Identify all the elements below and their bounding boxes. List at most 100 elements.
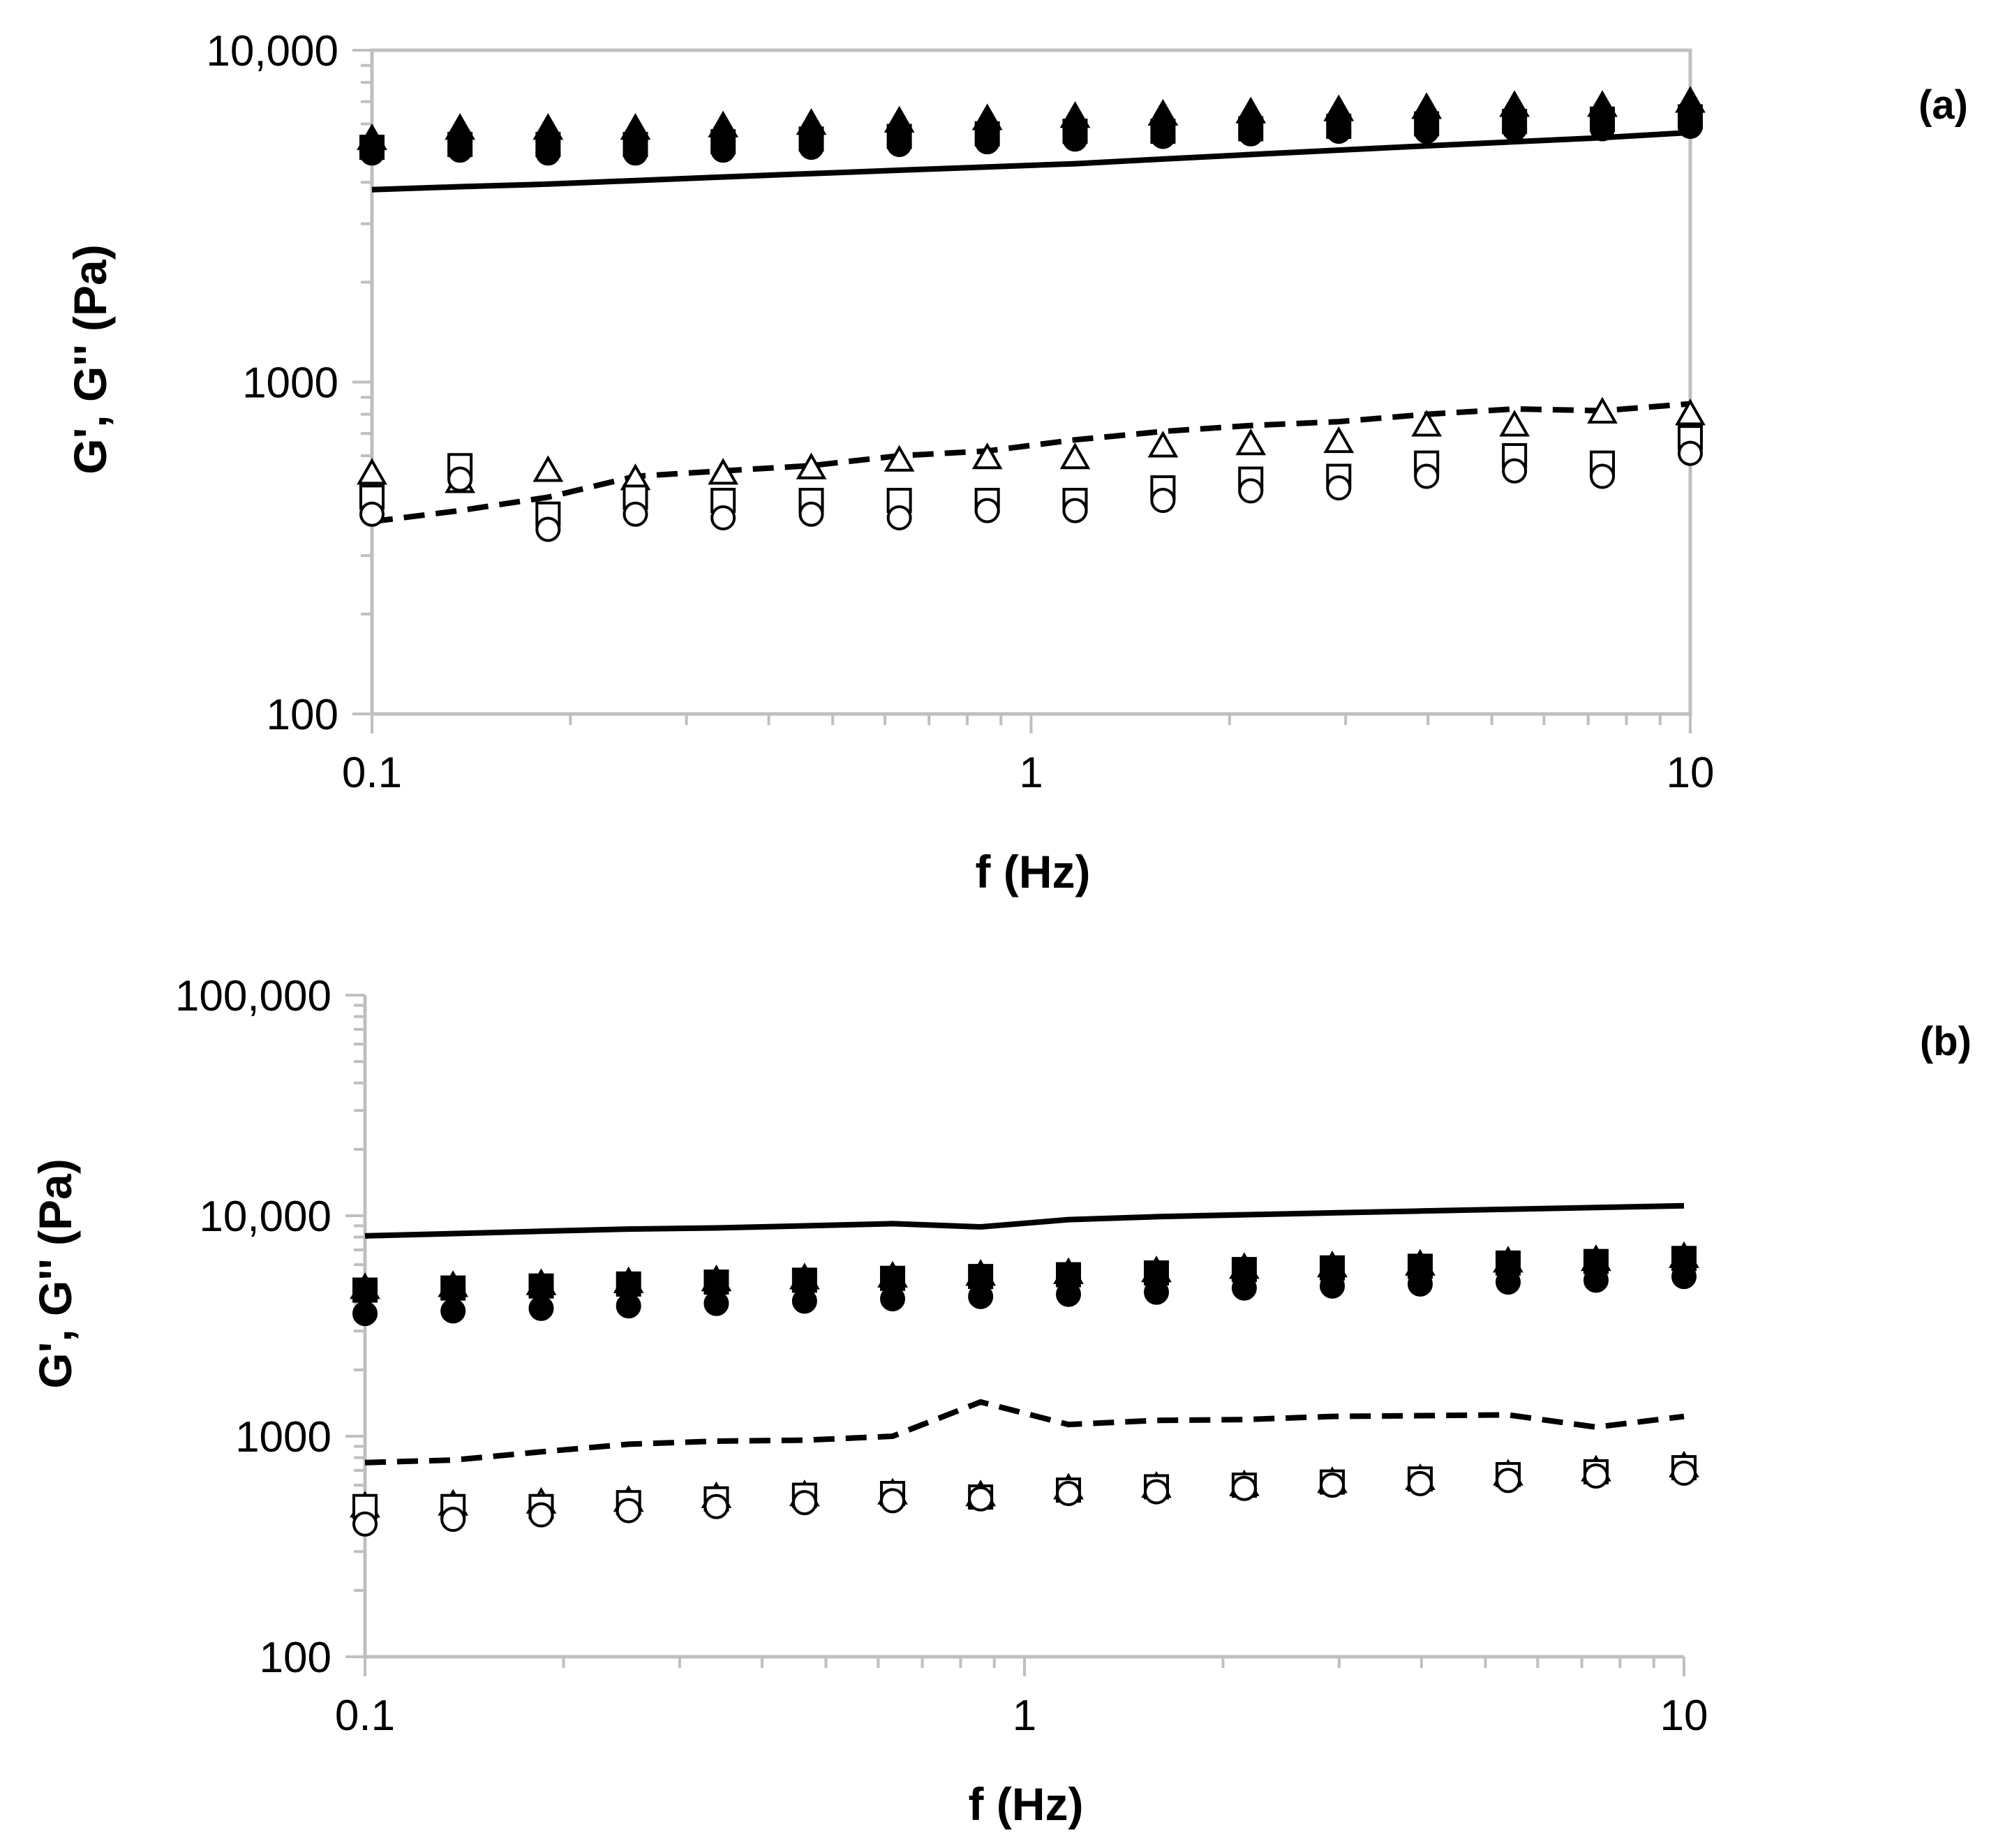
open-triangle-point — [1499, 410, 1530, 437]
panel-a-markers — [357, 86, 1706, 542]
filled-circle-point — [974, 129, 1000, 155]
panel-b-label: (b) — [1920, 1019, 1972, 1064]
filled-square-point — [528, 1273, 554, 1299]
open-circle-point — [1144, 1479, 1170, 1505]
filled-circle-point — [623, 140, 648, 166]
x-tick-label: 1 — [1019, 749, 1043, 797]
filled-circle-point — [447, 137, 473, 163]
filled-circle-point — [791, 1288, 817, 1314]
open-circle-point — [880, 1488, 906, 1514]
y-tick-label: 10,000 — [206, 27, 338, 75]
x-tick-label: 10 — [1660, 1692, 1708, 1740]
open-triangle-point — [1235, 429, 1267, 456]
filled-circle-point — [1238, 121, 1264, 147]
x-tick-label: 0.1 — [342, 749, 402, 797]
filled-circle-point — [798, 135, 824, 161]
open-circle-point — [1231, 1475, 1257, 1501]
solid-line-series — [371, 129, 1691, 193]
open-circle-point — [1238, 478, 1264, 504]
filled-circle-point — [703, 1290, 729, 1316]
open-circle-point — [886, 505, 912, 530]
open-circle-point — [1414, 463, 1440, 489]
open-triangle-point — [1411, 410, 1443, 437]
filled-circle-point — [1583, 1267, 1609, 1293]
filled-circle-point — [1062, 126, 1088, 152]
open-circle-point — [359, 501, 385, 527]
open-circle-point — [798, 501, 824, 527]
filled-circle-point — [1407, 1271, 1433, 1297]
open-circle-point — [528, 1502, 554, 1528]
panel-a-axes: 100 1000 10,000 0.1 1 10 — [206, 27, 1714, 797]
open-circle-point — [447, 466, 473, 492]
panel-b: 100 1000 10,000 100,000 0.1 1 10 (b) f (Hz) G'… — [29, 972, 1972, 1830]
open-circle-point — [352, 1511, 378, 1537]
filled-circle-point — [359, 140, 385, 166]
filled-circle-point — [1678, 113, 1703, 139]
x-tick-label: 0.1 — [335, 1692, 395, 1740]
filled-circle-point — [1144, 1279, 1170, 1305]
open-circle-point — [1583, 1463, 1609, 1489]
open-circle-point — [1496, 1468, 1521, 1493]
panel-a-y-axis-label: G', G'' (Pa) — [64, 244, 116, 474]
solid-line-series — [364, 1202, 1685, 1239]
open-circle-point — [968, 1486, 994, 1512]
panel-b-lines — [364, 1202, 1685, 1466]
open-circle-point — [623, 501, 648, 527]
open-circle-point — [1062, 498, 1088, 523]
open-circle-point — [703, 1493, 729, 1519]
filled-circle-point — [1326, 119, 1352, 144]
open-triangle-point — [796, 452, 827, 479]
filled-circle-point — [1231, 1275, 1257, 1301]
y-tick-label: 10,000 — [199, 1193, 331, 1241]
filled-circle-point — [352, 1301, 378, 1327]
open-triangle-point — [357, 458, 387, 485]
open-triangle-point — [1675, 398, 1706, 426]
filled-square-point — [703, 1269, 729, 1295]
filled-circle-point — [886, 132, 912, 158]
open-triangle-point — [1059, 442, 1091, 470]
filled-square-point — [880, 1265, 906, 1291]
filled-circle-point — [616, 1293, 641, 1319]
open-triangle-point — [1323, 426, 1355, 454]
filled-circle-point — [528, 1295, 554, 1321]
filled-circle-point — [1414, 119, 1440, 144]
filled-circle-point — [1590, 116, 1616, 142]
filled-square-point — [440, 1275, 466, 1301]
panel-a-x-axis-label: f (Hz) — [976, 846, 1091, 897]
open-circle-point — [974, 498, 1000, 523]
dashed-line-series — [364, 1399, 1685, 1466]
filled-circle-point — [1496, 1269, 1521, 1295]
panel-b-markers — [350, 1241, 1699, 1537]
filled-square-point — [616, 1271, 641, 1297]
filled-circle-point — [1671, 1264, 1697, 1290]
filled-square-point — [352, 1277, 378, 1303]
filled-circle-point — [710, 137, 736, 163]
filled-circle-point — [1056, 1281, 1082, 1307]
open-circle-point — [1320, 1473, 1346, 1498]
open-circle-point — [440, 1507, 466, 1533]
filled-circle-point — [968, 1283, 994, 1309]
panel-b-axes: 100 1000 10,000 100,000 0.1 1 10 — [175, 972, 1708, 1740]
filled-circle-point — [535, 140, 561, 166]
open-circle-point — [1502, 458, 1528, 484]
open-triangle-point — [884, 445, 915, 472]
y-tick-label: 100 — [260, 1634, 331, 1682]
open-circle-point — [1678, 440, 1703, 466]
open-circle-point — [616, 1498, 641, 1523]
filled-circle-point — [1150, 124, 1176, 149]
x-tick-label: 10 — [1667, 749, 1715, 797]
filled-square-point — [791, 1267, 817, 1293]
open-circle-point — [535, 516, 561, 542]
y-tick-label: 1000 — [235, 1413, 331, 1461]
open-triangle-point — [1587, 396, 1618, 424]
open-triangle-point — [1147, 431, 1179, 458]
open-circle-point — [710, 505, 736, 530]
panel-a-lines — [371, 129, 1691, 525]
y-tick-label: 100,000 — [175, 972, 331, 1020]
y-tick-label: 100 — [267, 691, 338, 739]
panel-b-y-axis-label: G', G'' (Pa) — [29, 1158, 81, 1388]
filled-circle-point — [1320, 1273, 1346, 1299]
open-circle-point — [1590, 463, 1616, 489]
panel-a: 100 1000 10,000 0.1 1 10 (a) f (Hz) G', G'' (… — [64, 27, 1968, 897]
